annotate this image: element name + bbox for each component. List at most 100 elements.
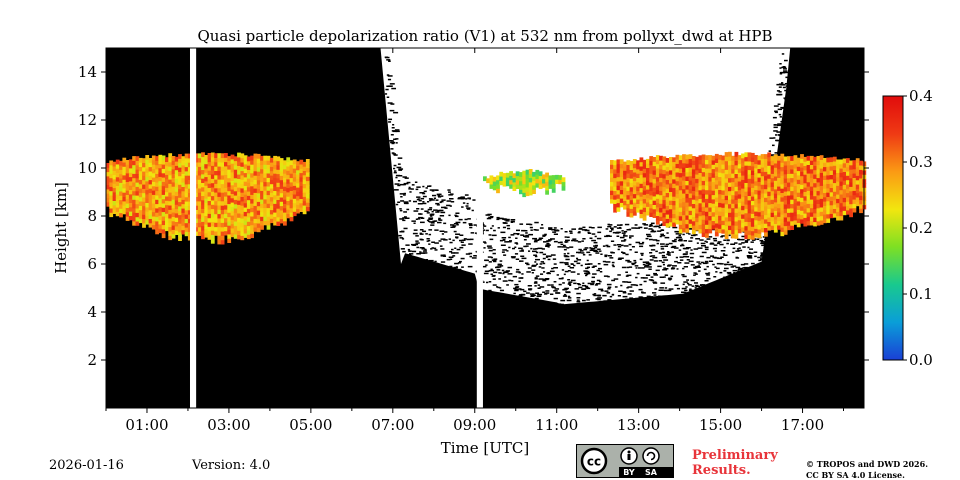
noise-speckle bbox=[608, 235, 612, 237]
cirrus-cell bbox=[194, 183, 199, 189]
noise-speckle bbox=[647, 263, 652, 265]
cirrus-cell bbox=[161, 224, 166, 230]
cirrus-cell bbox=[777, 199, 781, 204]
cirrus-cell bbox=[266, 160, 271, 165]
cirrus-cell bbox=[165, 204, 169, 210]
noise-speckle bbox=[643, 280, 647, 283]
noise-speckle bbox=[721, 235, 727, 237]
copyright-line-1: © TROPOS and DWD 2026. bbox=[806, 459, 928, 469]
cirrus-cell bbox=[800, 201, 804, 207]
cirrus-cell bbox=[777, 164, 781, 170]
cirrus-cell bbox=[610, 194, 614, 200]
cirrus-cell bbox=[194, 166, 199, 172]
cirrus-cell bbox=[718, 159, 722, 165]
cirrus-cell bbox=[629, 212, 634, 218]
cirrus-cell bbox=[796, 209, 801, 215]
cirrus-cell bbox=[777, 173, 781, 178]
noise-speckle bbox=[536, 263, 539, 265]
noise-speckle bbox=[664, 287, 668, 289]
cirrus-cell bbox=[649, 164, 654, 170]
noise-speckle bbox=[576, 297, 581, 299]
cirrus-cell bbox=[260, 186, 264, 191]
cirrus-cell bbox=[714, 223, 719, 228]
cirrus-cell bbox=[148, 183, 153, 189]
cirrus-cell bbox=[846, 175, 850, 181]
noise-speckle bbox=[658, 226, 661, 229]
noise-speckle bbox=[785, 76, 790, 79]
cirrus-cell bbox=[528, 182, 533, 187]
cirrus-cell bbox=[165, 217, 169, 223]
cirrus-cell bbox=[187, 227, 192, 232]
cirrus-cell bbox=[266, 199, 271, 204]
cirrus-cell bbox=[803, 208, 808, 214]
cirrus-cell bbox=[754, 180, 758, 186]
cirrus-cell bbox=[642, 177, 647, 182]
noise-speckle bbox=[490, 268, 493, 271]
noise-speckle bbox=[716, 262, 722, 265]
noise-speckle bbox=[650, 225, 653, 227]
cirrus-cell bbox=[171, 207, 176, 213]
cirrus-cell bbox=[181, 173, 186, 179]
noise-speckle bbox=[762, 252, 765, 255]
cirrus-cell bbox=[538, 175, 543, 181]
cirrus-cell bbox=[184, 222, 189, 228]
cirrus-cell bbox=[823, 158, 827, 163]
noise-speckle bbox=[578, 283, 582, 286]
cirrus-cell bbox=[286, 200, 291, 206]
cirrus-cell bbox=[813, 169, 817, 175]
cirrus-cell bbox=[806, 194, 811, 200]
noise-speckle bbox=[402, 219, 406, 222]
noise-speckle bbox=[630, 284, 635, 286]
cirrus-cell bbox=[819, 181, 824, 186]
cirrus-cell bbox=[636, 173, 640, 178]
noise-speckle bbox=[404, 177, 409, 179]
cirrus-cell bbox=[705, 194, 709, 199]
cirrus-cell bbox=[112, 187, 117, 193]
noise-speckle bbox=[569, 232, 573, 234]
cirrus-cell bbox=[793, 159, 798, 165]
noise-speckle bbox=[653, 274, 658, 276]
cirrus-cell bbox=[525, 169, 530, 175]
cirrus-cell bbox=[119, 165, 123, 170]
cirrus-cell bbox=[132, 216, 136, 222]
cirrus-cell bbox=[158, 176, 163, 182]
noise-speckle bbox=[783, 70, 788, 72]
cirrus-cell bbox=[741, 227, 745, 232]
cirrus-cell bbox=[128, 193, 133, 199]
cirrus-cell bbox=[161, 159, 166, 165]
noise-speckle bbox=[415, 188, 419, 191]
cirrus-cell bbox=[168, 179, 173, 184]
cirrus-cell bbox=[148, 205, 153, 211]
noise-speckle bbox=[773, 105, 779, 107]
noise-speckle bbox=[433, 247, 437, 250]
cirrus-cell bbox=[695, 225, 699, 231]
noise-speckle bbox=[443, 255, 447, 257]
cirrus-cell bbox=[760, 214, 765, 220]
noise-speckle bbox=[668, 242, 673, 245]
cirrus-cell bbox=[682, 188, 686, 194]
cirrus-cell bbox=[626, 186, 631, 191]
noise-speckle bbox=[539, 263, 543, 265]
cirrus-cell bbox=[224, 196, 228, 201]
noise-speckle bbox=[596, 294, 601, 297]
cirrus-cell bbox=[269, 188, 274, 193]
cirrus-cell bbox=[652, 200, 657, 205]
cirrus-cell bbox=[793, 155, 798, 160]
noise-speckle bbox=[640, 252, 644, 255]
cirrus-cell bbox=[535, 169, 540, 175]
cirrus-cell bbox=[171, 164, 176, 170]
cirrus-cell bbox=[659, 186, 663, 191]
noise-speckle bbox=[665, 243, 669, 246]
cirrus-cell bbox=[538, 184, 543, 189]
cirrus-cell bbox=[296, 178, 300, 184]
cirrus-cell bbox=[662, 216, 667, 222]
noise-speckle bbox=[499, 239, 504, 242]
noise-speckle bbox=[738, 268, 741, 270]
noise-speckle bbox=[470, 232, 475, 234]
cirrus-cell bbox=[299, 164, 304, 169]
cirrus-cell bbox=[528, 186, 533, 192]
noise-speckle bbox=[661, 254, 666, 257]
cirrus-cell bbox=[273, 194, 277, 200]
cirrus-cell bbox=[849, 182, 853, 187]
cirrus-cell bbox=[652, 174, 657, 180]
